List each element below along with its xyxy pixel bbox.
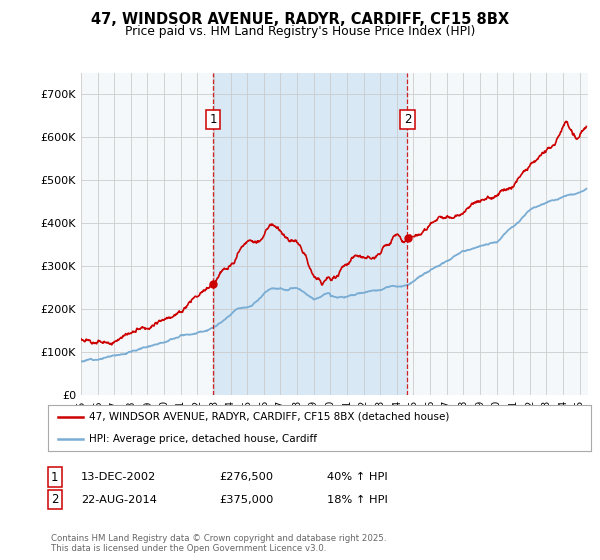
Text: 13-DEC-2002: 13-DEC-2002: [81, 472, 156, 482]
Bar: [214, 73, 407, 395]
Text: 22-AUG-2014: 22-AUG-2014: [81, 494, 157, 505]
Text: Contains HM Land Registry data © Crown copyright and database right 2025.
This d: Contains HM Land Registry data © Crown c…: [51, 534, 386, 553]
Text: 47, WINDSOR AVENUE, RADYR, CARDIFF, CF15 8BX: 47, WINDSOR AVENUE, RADYR, CARDIFF, CF15…: [91, 12, 509, 27]
Text: 2: 2: [404, 113, 411, 126]
Text: 18% ↑ HPI: 18% ↑ HPI: [327, 494, 388, 505]
Text: HPI: Average price, detached house, Cardiff: HPI: Average price, detached house, Card…: [89, 434, 317, 444]
Text: 47, WINDSOR AVENUE, RADYR, CARDIFF, CF15 8BX (detached house): 47, WINDSOR AVENUE, RADYR, CARDIFF, CF15…: [89, 412, 449, 422]
Text: 1: 1: [51, 470, 59, 484]
Text: 2: 2: [51, 493, 59, 506]
Text: £276,500: £276,500: [219, 472, 273, 482]
Text: Price paid vs. HM Land Registry's House Price Index (HPI): Price paid vs. HM Land Registry's House …: [125, 25, 475, 38]
Text: £375,000: £375,000: [219, 494, 274, 505]
Text: 40% ↑ HPI: 40% ↑ HPI: [327, 472, 388, 482]
Text: 1: 1: [209, 113, 217, 126]
